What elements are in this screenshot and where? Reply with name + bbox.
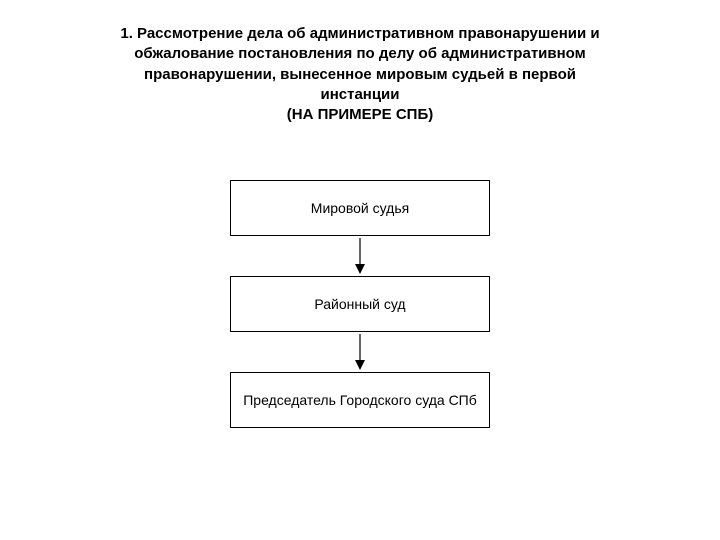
flow-arrow <box>350 236 370 276</box>
title-line: инстанции <box>60 85 660 105</box>
flow-arrow <box>350 332 370 372</box>
title-line: 1. Рассмотрение дела об административном… <box>60 24 660 44</box>
flow-node: Председатель Городского суда СПб <box>230 372 490 428</box>
title-line: (НА ПРИМЕРЕ СПБ) <box>60 105 660 125</box>
page-title: 1. Рассмотрение дела об административном… <box>60 24 660 125</box>
flow-node-label: Районный суд <box>314 296 405 313</box>
flow-node-label: Председатель Городского суда СПб <box>243 392 477 409</box>
flowchart: Мировой судья Районный суд Председатель … <box>0 180 720 428</box>
flow-node-label: Мировой судья <box>311 200 409 217</box>
flow-node: Районный суд <box>230 276 490 332</box>
title-line: правонарушении, вынесенное мировым судье… <box>60 65 660 85</box>
title-line: обжалование постановления по делу об адм… <box>60 44 660 64</box>
arrow-down-icon <box>350 332 370 372</box>
arrow-down-icon <box>350 236 370 276</box>
flow-node: Мировой судья <box>230 180 490 236</box>
